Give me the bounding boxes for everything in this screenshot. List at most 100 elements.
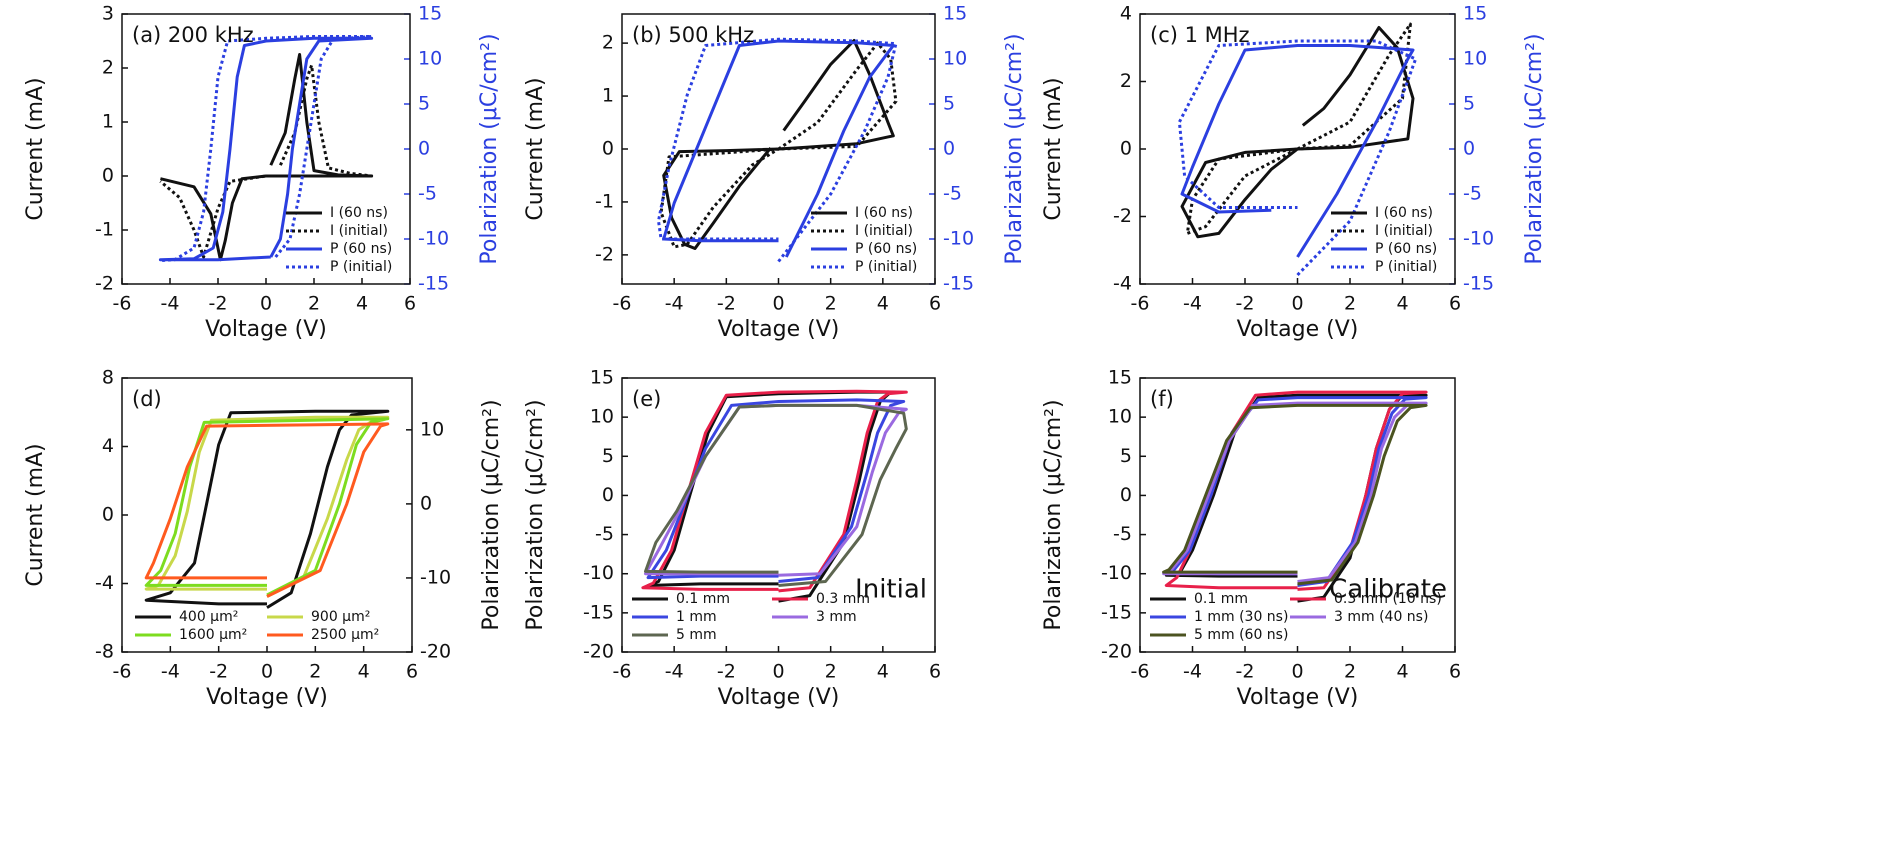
panel-title: (a) 200 kHz [132, 23, 254, 47]
panel-title: (b) 500 kHz [632, 23, 754, 47]
legend-label: 3 mm (40 ns) [1334, 609, 1428, 625]
data-line [644, 403, 908, 587]
x-tick-label: -2 [717, 661, 736, 683]
y-tick-label: -5 [595, 523, 614, 545]
data-line [662, 39, 895, 258]
x-tick-label: -6 [113, 293, 132, 315]
legend-label: 1 mm (30 ns) [1194, 609, 1288, 625]
y-tick-label: 4 [102, 435, 114, 457]
y2-tick-label: -15 [943, 273, 974, 295]
data-line [1164, 396, 1428, 587]
y-tick-label: 0 [602, 138, 614, 160]
legend-label: 900 μm² [311, 609, 370, 625]
x-axis-label: Voltage (V) [718, 685, 840, 710]
legend-label: 1 mm [676, 609, 717, 625]
y2-tick-label: -10 [420, 566, 451, 588]
data-line [641, 389, 908, 593]
legend-label: 0.3 mm (10 ns) [1334, 591, 1442, 607]
y-tick-label: -20 [1101, 641, 1132, 663]
x-tick-label: 4 [358, 661, 370, 683]
data-line [144, 422, 390, 598]
plot-area [144, 409, 390, 609]
legend-label: I (initial) [855, 223, 913, 239]
axes-frame [121, 13, 411, 285]
y2-tick-label: 10 [1463, 48, 1487, 70]
x-tick-label: 0 [260, 293, 272, 315]
legend-label: 5 mm [676, 627, 717, 643]
legend-label: 3 mm [816, 609, 857, 625]
x-tick-label: 2 [825, 661, 837, 683]
y-tick-label: -20 [583, 641, 614, 663]
x-tick-label: -2 [209, 661, 228, 683]
x-tick-label: 2 [309, 661, 321, 683]
y-tick-label: 15 [1108, 367, 1132, 389]
x-tick-label: -6 [1131, 293, 1150, 315]
y-tick-label: 1 [602, 85, 614, 107]
y-tick-label: 0 [1120, 484, 1132, 506]
y2-tick-label: 15 [943, 3, 967, 25]
y-tick-label: -4 [1113, 273, 1132, 295]
data-line [1180, 44, 1415, 258]
x-axis-label: Voltage (V) [205, 317, 327, 342]
x-tick-label: 0 [1291, 293, 1303, 315]
legend-label: 5 mm (60 ns) [1194, 627, 1288, 643]
y2-tick-label: -5 [943, 183, 962, 205]
legend-label: P (60 ns) [330, 241, 392, 257]
x-tick-label: -2 [717, 293, 736, 315]
y2-tick-label: 10 [943, 48, 967, 70]
x-tick-label: -4 [665, 293, 684, 315]
y2-tick-label: -5 [418, 183, 437, 205]
x-axis-label: Voltage (V) [1237, 685, 1359, 710]
legend-label: 0.1 mm [676, 591, 730, 607]
y2-tick-label: 5 [943, 93, 955, 115]
plot-area [1177, 22, 1418, 277]
y2-tick-label: 15 [1463, 3, 1487, 25]
data-line [646, 398, 906, 583]
legend-label: 400 μm² [179, 609, 238, 625]
y-axis-label: Polarization (μC/cm²) [523, 399, 548, 630]
y-axis-label: Polarization (μC/cm²) [1041, 399, 1066, 630]
y-tick-label: 0 [602, 484, 614, 506]
x-tick-label: 4 [1396, 293, 1408, 315]
y-axis-label: Current (mA) [523, 77, 548, 220]
y-tick-label: -2 [1113, 205, 1132, 227]
y2-tick-label: 0 [420, 492, 432, 514]
x-tick-label: 0 [772, 661, 784, 683]
data-line [1164, 390, 1428, 591]
x-tick-label: 2 [308, 293, 320, 315]
y-tick-label: 5 [1120, 445, 1132, 467]
y-tick-label: 4 [1120, 3, 1132, 25]
x-tick-label: -6 [1131, 661, 1150, 683]
data-line [1177, 39, 1418, 277]
x-tick-label: 2 [1344, 661, 1356, 683]
x-tick-label: -6 [613, 661, 632, 683]
y-tick-label: -8 [95, 641, 114, 663]
y-tick-label: -2 [595, 243, 614, 265]
panel-title: (e) [632, 387, 661, 411]
legend-label: I (60 ns) [330, 205, 388, 221]
y-tick-label: 1 [102, 111, 114, 133]
x-tick-label: -2 [1236, 293, 1255, 315]
data-line [1185, 22, 1412, 235]
x-tick-label: 6 [929, 661, 941, 683]
x-tick-label: 6 [1449, 293, 1461, 315]
data-line [158, 36, 374, 262]
y-tick-label: -5 [1113, 523, 1132, 545]
legend-label: P (initial) [855, 259, 917, 275]
y-tick-label: 10 [590, 406, 614, 428]
y-tick-label: -1 [595, 190, 614, 212]
x-tick-label: -4 [1183, 661, 1202, 683]
y2-axis-label: Polarization (μC/cm²) [1522, 33, 1547, 264]
y2-tick-label: 10 [418, 48, 442, 70]
data-line [144, 415, 390, 598]
y2-tick-label: 0 [1463, 138, 1475, 160]
y2-axis-label: Polarization (μC/cm²) [1002, 33, 1027, 264]
x-tick-label: 0 [1291, 661, 1303, 683]
legend-label: I (60 ns) [1375, 205, 1433, 221]
legend-label: I (initial) [1375, 223, 1433, 239]
panel-title: (c) 1 MHz [1150, 23, 1250, 47]
axes-frame [621, 377, 936, 653]
